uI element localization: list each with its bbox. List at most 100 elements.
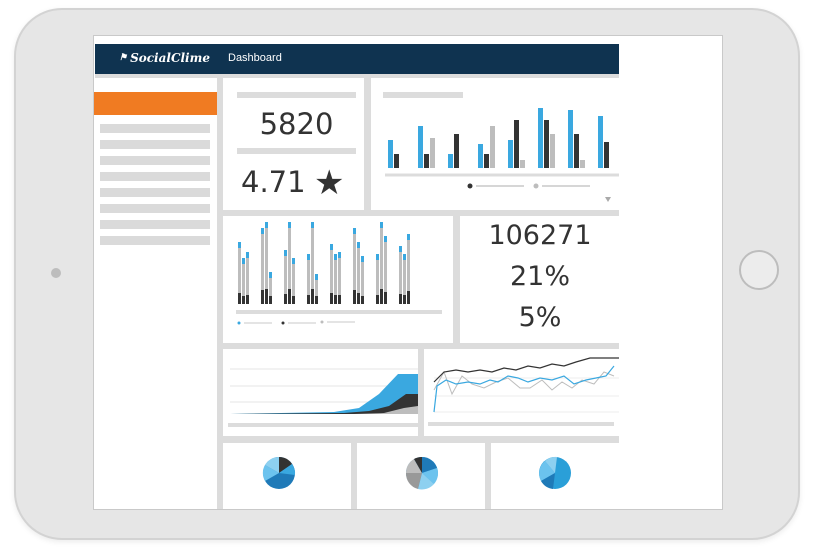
sidebar-active-item[interactable] bbox=[94, 92, 217, 115]
stack-segment bbox=[338, 252, 341, 258]
grid-divider bbox=[364, 78, 371, 213]
stack-segment bbox=[407, 240, 410, 291]
stack-segment bbox=[269, 296, 272, 304]
stack-segment bbox=[311, 289, 314, 304]
stack-segment bbox=[315, 296, 318, 304]
sidebar-item[interactable] bbox=[100, 236, 210, 245]
stack-segment bbox=[292, 296, 295, 304]
bar bbox=[580, 160, 585, 168]
stack-segment bbox=[380, 289, 383, 304]
stack-segment bbox=[269, 272, 272, 278]
bar bbox=[448, 154, 453, 168]
bar bbox=[394, 154, 399, 168]
stack-segment bbox=[403, 254, 406, 260]
sidebar-item[interactable] bbox=[100, 140, 210, 149]
sidebar-item[interactable] bbox=[100, 204, 210, 213]
grid-divider bbox=[485, 441, 491, 509]
stack-segment bbox=[307, 295, 310, 304]
top-nav-bar: ⚑ SocialClime Dashboard bbox=[95, 44, 619, 74]
grid-divider bbox=[223, 436, 619, 443]
sidebar-item[interactable] bbox=[100, 124, 210, 133]
stat-rating: 4.71 bbox=[241, 165, 306, 199]
stack-segment bbox=[311, 228, 314, 289]
stack-segment bbox=[357, 293, 360, 304]
stack-segment bbox=[238, 248, 241, 293]
stack-segment bbox=[380, 228, 383, 289]
sidebar-item[interactable] bbox=[100, 220, 210, 229]
bar bbox=[508, 140, 513, 168]
sidebar-item[interactable] bbox=[100, 156, 210, 165]
stack-segment bbox=[334, 254, 337, 260]
stack-segment bbox=[399, 246, 402, 252]
pie-charts bbox=[262, 456, 571, 490]
stat-total: 106271 bbox=[488, 220, 592, 251]
triangle-down-icon bbox=[605, 197, 611, 202]
stack-segment bbox=[307, 260, 310, 295]
stack-segment bbox=[361, 296, 364, 304]
topbar-shadow bbox=[95, 74, 619, 78]
grouped-bar-chart bbox=[385, 108, 619, 202]
bar bbox=[538, 108, 543, 168]
stack-segment bbox=[399, 252, 402, 294]
stack-segment bbox=[261, 234, 264, 290]
grid-divider bbox=[453, 212, 460, 346]
flag-icon: ⚑ bbox=[119, 53, 128, 63]
stat-percent-a: 21% bbox=[509, 261, 570, 292]
stack-segment bbox=[384, 236, 387, 242]
stack-segment bbox=[357, 248, 360, 293]
bar bbox=[568, 110, 573, 168]
stack-segment bbox=[315, 280, 318, 296]
bar bbox=[514, 120, 519, 168]
stack-segment bbox=[265, 222, 268, 228]
stack-segment bbox=[407, 234, 410, 240]
stack-segment bbox=[407, 291, 410, 304]
grid-divider bbox=[418, 346, 424, 438]
stack-segment bbox=[292, 264, 295, 296]
stack-segment bbox=[403, 260, 406, 295]
line-chart bbox=[428, 357, 619, 426]
camera-dot bbox=[51, 268, 61, 278]
bar bbox=[604, 142, 609, 168]
bar bbox=[430, 138, 435, 168]
stack-segment bbox=[330, 250, 333, 293]
sidebar-item[interactable] bbox=[100, 188, 210, 197]
home-button[interactable] bbox=[739, 250, 779, 290]
bar bbox=[454, 134, 459, 168]
stack-segment bbox=[353, 228, 356, 234]
stack-segment bbox=[334, 260, 337, 295]
right-blank-area bbox=[624, 36, 722, 509]
stack-segment bbox=[288, 289, 291, 304]
stack-segment bbox=[361, 262, 364, 296]
card-title-placeholder bbox=[237, 92, 356, 98]
stack-segment bbox=[238, 293, 241, 304]
logo[interactable]: ⚑ SocialClime bbox=[119, 51, 210, 65]
stack-segment bbox=[334, 295, 337, 304]
bar bbox=[424, 154, 429, 168]
stack-segment bbox=[353, 290, 356, 304]
stack-segment bbox=[246, 258, 249, 295]
stack-segment bbox=[284, 250, 287, 256]
stat-count: 5820 bbox=[259, 107, 334, 141]
bar bbox=[478, 144, 483, 168]
sidebar-divider bbox=[217, 78, 223, 509]
bar bbox=[598, 116, 603, 168]
bar bbox=[490, 126, 495, 168]
stack-segment bbox=[288, 228, 291, 289]
stack-segment bbox=[311, 222, 314, 228]
stat-percent-b: 5% bbox=[518, 302, 562, 333]
grid-divider bbox=[223, 210, 619, 216]
stack-segment bbox=[246, 295, 249, 304]
chart-title-placeholder bbox=[383, 92, 463, 98]
nav-dashboard-link[interactable]: Dashboard bbox=[228, 52, 282, 64]
stack-segment bbox=[384, 292, 387, 304]
stack-segment bbox=[330, 293, 333, 304]
area-chart bbox=[228, 368, 418, 427]
bar bbox=[418, 126, 423, 168]
star-icon: ★ bbox=[314, 164, 345, 202]
stack-segment bbox=[261, 290, 264, 304]
stack-segment bbox=[265, 289, 268, 304]
stack-segment bbox=[330, 244, 333, 250]
sidebar-item[interactable] bbox=[100, 172, 210, 181]
stack-segment bbox=[315, 274, 318, 280]
logo-text: SocialClime bbox=[130, 51, 210, 65]
